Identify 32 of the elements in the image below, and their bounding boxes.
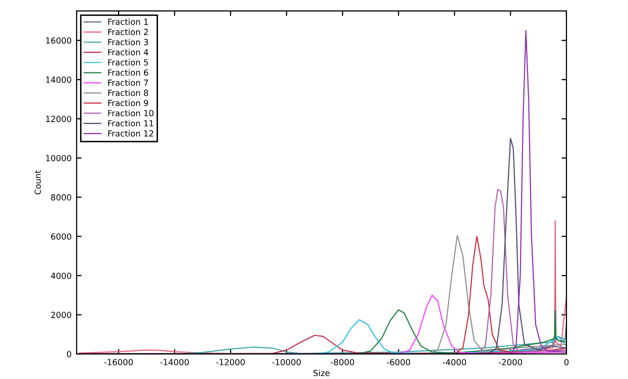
y-tick-label: 0	[67, 350, 72, 358]
x-tick-label: 0	[564, 358, 569, 366]
x-axis-title: Size	[314, 370, 330, 376]
x-tick-label: -16000	[104, 358, 133, 366]
y-axis-title: Count	[34, 170, 41, 194]
legend-label: Fraction 8	[108, 90, 148, 96]
x-tick-label: -14000	[160, 358, 189, 366]
y-tick-label: 8000	[51, 194, 72, 200]
legend-label: Fraction 11	[108, 120, 154, 126]
legend-label: Fraction 9	[108, 100, 148, 106]
y-tick-label: 10000	[46, 154, 72, 162]
x-tick-label: -2000	[498, 358, 522, 366]
legend-label: Fraction 1	[108, 18, 148, 25]
x-tick-label: -8000	[330, 358, 354, 366]
legend-label: Fraction 5	[108, 59, 148, 66]
legend-label: Fraction 3	[108, 38, 148, 46]
legend-label: Fraction 4	[108, 48, 148, 56]
y-tick-label: 14000	[46, 76, 72, 83]
legend-label: Fraction 7	[108, 79, 148, 86]
y-tick-label: 16000	[46, 37, 72, 44]
y-tick-label: 6000	[51, 233, 72, 240]
legend-label: Fraction 10	[108, 110, 154, 116]
y-tick-label: 2000	[51, 312, 72, 318]
x-tick-label: -6000	[386, 358, 410, 366]
x-tick-label: -4000	[442, 358, 466, 366]
legend-label: Fraction 6	[108, 69, 148, 76]
legend-label: Fraction 2	[108, 28, 148, 36]
legend-label: Fraction 12	[108, 130, 154, 137]
y-tick-label: 12000	[46, 116, 72, 122]
y-tick-label: 4000	[50, 272, 72, 279]
x-tick-label: -12000	[216, 358, 245, 366]
x-tick-label: -10000	[272, 358, 301, 366]
